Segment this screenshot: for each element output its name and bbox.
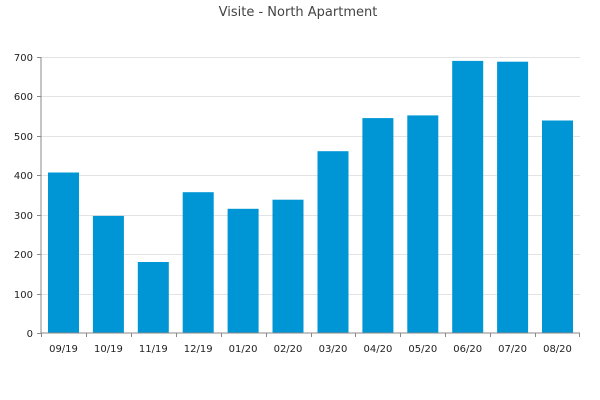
- x-tick-label: 01/20: [229, 344, 258, 355]
- x-tick-label: 07/20: [498, 344, 527, 355]
- x-tick-label: 10/19: [94, 344, 123, 355]
- bars: [48, 60, 573, 334]
- bar-05-20: [407, 115, 439, 334]
- x-tick-label: 08/20: [543, 344, 572, 355]
- x-tick-label: 05/20: [408, 344, 437, 355]
- x-tick-label: 11/19: [139, 344, 168, 355]
- x-tick-label: 06/20: [453, 344, 482, 355]
- bar-04-20: [362, 118, 394, 333]
- y-tick-label: 100: [14, 290, 33, 301]
- bar-08-20: [542, 120, 573, 333]
- y-tick-label: 700: [14, 53, 33, 64]
- x-tick-label: 12/19: [184, 344, 213, 355]
- bar-09-19: [48, 172, 79, 333]
- bar-12-19: [182, 192, 214, 333]
- bar-10-19: [92, 215, 124, 333]
- bar-11-19: [137, 262, 169, 333]
- x-tick-label: 09/19: [49, 344, 78, 355]
- bar-06-20: [452, 60, 484, 334]
- x-tick-labels: 09/19 10/19 11/19 12/19 01/20 02/20 03/20 04/20…: [41, 333, 580, 355]
- y-tick-labels: 0 100 200 300 400 500 600 700: [14, 53, 41, 340]
- chart-title: Visite - North Apartment: [219, 5, 378, 20]
- bar-03-20: [317, 151, 349, 333]
- y-tick-label: 0: [27, 329, 33, 340]
- y-tick-label: 400: [14, 171, 33, 182]
- bar-01-20: [227, 208, 259, 333]
- bar-02-20: [272, 199, 304, 333]
- y-tick-label: 300: [14, 211, 33, 222]
- bar-07-20: [497, 61, 529, 333]
- x-tick-label: 02/20: [274, 344, 303, 355]
- x-tick-label: 04/20: [363, 344, 392, 355]
- x-tick-label: 03/20: [319, 344, 348, 355]
- y-tick-label: 200: [14, 250, 33, 261]
- gridlines: [41, 57, 580, 295]
- y-tick-label: 600: [14, 92, 33, 103]
- y-tick-label: 500: [14, 132, 33, 143]
